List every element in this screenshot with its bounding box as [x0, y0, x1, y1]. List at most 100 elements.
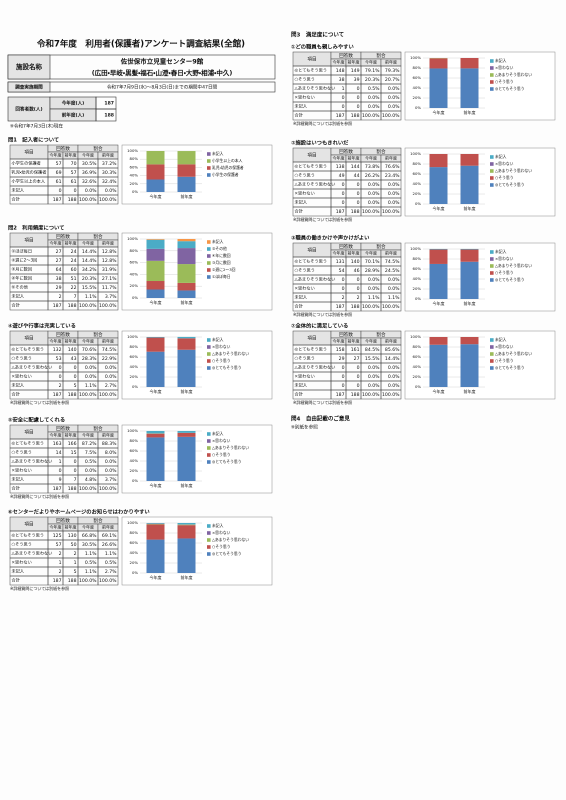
table-value: 61 [56, 179, 62, 185]
header-note: ※令和7年7月3日(木)現在 [10, 123, 63, 130]
table-value: 161 [351, 347, 360, 353]
q3-title: 問3 満足度について [291, 31, 344, 39]
row-label: ×思わない [12, 467, 32, 473]
legend-swatch [207, 240, 211, 244]
table-value: 1.1% [388, 295, 400, 301]
table-value: 2 [342, 295, 345, 301]
row-label: 合計 [12, 577, 21, 584]
section-note: ※詳細質問については別紙を参照 [293, 216, 352, 222]
y-tick-label: 40% [413, 364, 422, 369]
facility-label: 施設名称 [16, 62, 43, 71]
th: 割合 [93, 517, 103, 524]
bar-segment [146, 281, 165, 290]
th: 前年度 [65, 338, 77, 344]
legend-swatch [490, 80, 494, 84]
table-value: 7.5% [85, 450, 97, 456]
table-value: 0 [357, 200, 360, 206]
bar-segment [177, 151, 196, 165]
legend-label: ◎とてもそう思う [495, 365, 525, 370]
th: 項目 [307, 57, 316, 63]
table-value: 100.0% [362, 209, 380, 215]
row-label: △あまりそう思わない [295, 181, 336, 188]
table-value: 0.0% [368, 277, 380, 283]
table-value: 51 [71, 276, 77, 282]
bar-segment [429, 344, 448, 387]
table-value: 100.0% [99, 197, 117, 203]
row-label: ×思わない [295, 285, 315, 291]
table-value: 0.5% [105, 560, 117, 566]
y-tick-label: 40% [130, 458, 139, 463]
table-value: 57 [56, 542, 62, 548]
this-year-count: 187 [104, 101, 114, 107]
x-tick-label: 前年度 [464, 300, 476, 306]
facility-branches: (広田・早岐・黒髪・福石・山澄・春日・大野・相浦・中久) [92, 68, 233, 77]
table-value: 2 [59, 383, 62, 389]
bar-segment [429, 249, 448, 264]
th: 回答数 [339, 52, 353, 59]
table-value: 46 [354, 268, 360, 274]
legend-label: ×思わない [212, 344, 231, 349]
table-value: 100.0% [79, 197, 97, 203]
th: 割合 [376, 148, 386, 155]
y-tick-label: 60% [130, 164, 139, 169]
section-note: ※詳細質問については別紙を参照 [293, 120, 352, 126]
th: 今年度 [365, 59, 377, 65]
row-label: ×思わない [295, 94, 315, 100]
legend-swatch [207, 352, 211, 356]
row-label: 未記入 [12, 382, 25, 389]
table-value: 2 [59, 569, 62, 575]
bar-segment [146, 164, 165, 180]
respondents-label: 回答者数(人) [15, 106, 42, 113]
y-tick-label: 0% [132, 570, 138, 575]
bar-segment [146, 437, 165, 481]
table-value: 0.5% [85, 459, 97, 465]
legend-label: ×思わない [212, 530, 231, 535]
table-value: 188 [68, 197, 77, 203]
y-tick-label: 100% [410, 246, 421, 251]
row-label: ○そう思う [295, 355, 315, 362]
th: 項目 [24, 522, 33, 528]
table-value: 37.2% [102, 161, 117, 167]
table-value: 0.0% [85, 374, 97, 380]
legend-label: 乳児・幼児の保護者 [212, 165, 244, 170]
bar-segment [146, 289, 165, 298]
legend-swatch [490, 345, 494, 349]
y-tick-label: 20% [130, 374, 139, 379]
legend-swatch [207, 338, 211, 342]
table-value: 74.5% [102, 347, 117, 353]
y-tick-label: 20% [130, 283, 139, 288]
legend-swatch [207, 524, 211, 528]
legend-swatch [207, 446, 211, 450]
table-value: 57 [71, 170, 77, 176]
legend-swatch [207, 439, 211, 443]
table-value: 12.8% [102, 249, 117, 255]
legend-label: ○そう思う [495, 270, 514, 275]
legend-label: △あまりそう思わない [495, 168, 532, 173]
y-tick-label: 60% [413, 75, 422, 80]
bar-segment [146, 523, 165, 525]
row-label: ×思わない [12, 559, 32, 565]
legend-label: ×思わない [212, 438, 231, 443]
bar-segment [177, 538, 196, 573]
th: 回答数 [56, 425, 70, 432]
section-title: ⑥センターだよりやホームページのお知らせはわかりやすい [8, 508, 150, 516]
th: 前年度 [102, 240, 114, 246]
legend-swatch [207, 261, 211, 265]
section-title: ①どの職員も親しみやすい [291, 43, 354, 51]
y-tick-label: 80% [130, 344, 139, 349]
table-value: 70.6% [82, 347, 97, 353]
bar-segment [177, 290, 196, 298]
bar-segment [460, 248, 479, 250]
table-value: 5 [74, 383, 77, 389]
row-label: 合計 [295, 112, 304, 119]
row-label: ◎とてもそう思う [12, 532, 45, 539]
table-value: 0 [74, 365, 77, 371]
table-value: 140 [351, 259, 360, 265]
legend-label: △あまりそう思わない [212, 537, 249, 542]
chart-frame [404, 147, 556, 217]
table-value: 0 [59, 468, 62, 474]
table-value: 187 [336, 209, 345, 215]
th: 回答数 [56, 517, 70, 524]
